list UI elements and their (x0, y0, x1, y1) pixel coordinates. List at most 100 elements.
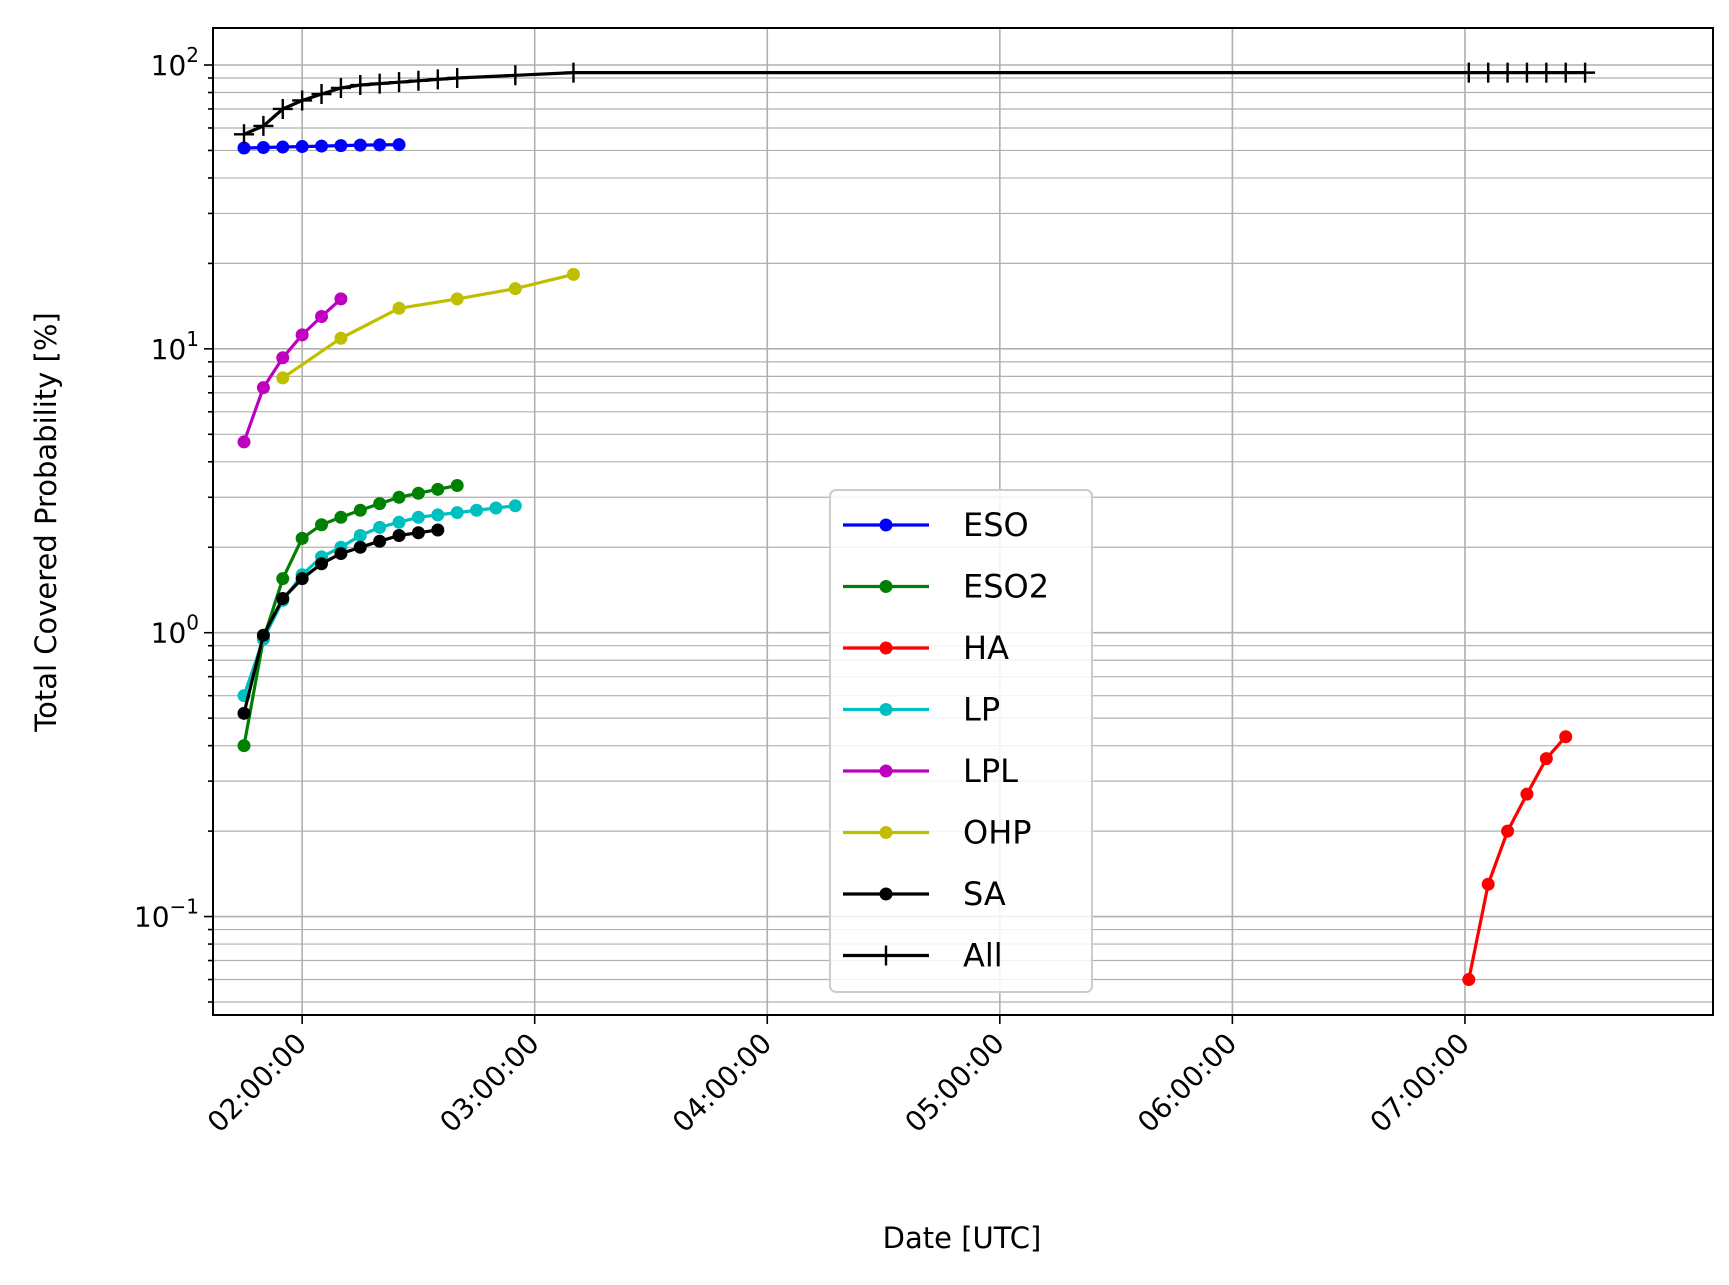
legend-marker (879, 826, 893, 839)
data-point (234, 124, 255, 145)
y-tick-base: 10 (134, 901, 170, 934)
data-point (369, 73, 390, 94)
y-tick-base: 10 (151, 49, 187, 82)
data-point (237, 435, 251, 449)
legend-label: LP (963, 691, 1000, 729)
data-point (392, 515, 406, 529)
data-point (431, 523, 445, 537)
data-point (392, 138, 406, 152)
data-point (295, 531, 309, 545)
data-point (334, 510, 348, 524)
data-point (1536, 62, 1557, 83)
data-point (1481, 877, 1495, 891)
y-tick-label: 102 (151, 43, 199, 82)
legend-entry-ohp: OHP (843, 814, 1032, 852)
legend-label: ESO (963, 506, 1029, 544)
series-layer (234, 62, 1596, 987)
data-point (566, 267, 580, 281)
series-eso2 (237, 479, 464, 753)
y-tick-exponent: 0 (186, 611, 199, 635)
data-point (353, 503, 367, 517)
data-point (237, 141, 251, 155)
legend-entry-eso: ESO (843, 506, 1029, 544)
data-point (1520, 787, 1534, 801)
legend-marker (879, 518, 893, 532)
data-point (447, 67, 468, 88)
data-point (292, 90, 313, 111)
legend-label: SA (963, 875, 1006, 913)
data-point (315, 518, 329, 532)
data-point (353, 529, 367, 543)
data-point (1559, 730, 1573, 744)
data-point (411, 526, 425, 540)
legend-entry-ha: HA (843, 629, 1009, 667)
data-point (256, 141, 270, 155)
data-point (427, 69, 448, 90)
series-eso (237, 138, 406, 155)
y-tick-exponent: 2 (186, 43, 199, 67)
legend-label: ESO2 (963, 568, 1049, 606)
legend-label: HA (963, 629, 1009, 667)
data-point (256, 628, 270, 642)
data-point (373, 534, 387, 548)
data-point (411, 486, 425, 500)
legend-entry-lp: LP (843, 691, 1000, 729)
data-point (450, 506, 464, 520)
legend-marker (879, 764, 893, 778)
data-point (334, 139, 348, 153)
data-point (408, 70, 429, 91)
data-point (256, 381, 270, 395)
data-point (350, 75, 371, 96)
y-tick-label: 100 (151, 611, 199, 650)
data-point (373, 520, 387, 534)
data-point (276, 572, 290, 586)
y-axis-label: Total Covered Probability [%] (29, 312, 63, 732)
data-point (1501, 824, 1515, 838)
x-axis-label: Date [UTC] (883, 1221, 1042, 1255)
series-lpl (237, 292, 348, 449)
legend-entry-all: All (843, 937, 1003, 975)
plot-frame (212, 27, 1714, 1016)
data-point (334, 292, 348, 306)
y-tick-exponent: −1 (170, 895, 199, 919)
data-point (276, 140, 290, 154)
data-point (315, 139, 329, 153)
y-tick-base: 10 (151, 617, 187, 650)
data-point (508, 282, 522, 296)
data-point (431, 508, 445, 522)
legend-label: LPL (963, 752, 1018, 790)
data-point (237, 706, 251, 720)
series-line (281, 272, 574, 380)
data-point (450, 479, 464, 493)
data-point (1497, 62, 1518, 83)
data-point (334, 547, 348, 561)
data-point (311, 84, 332, 105)
data-point (389, 72, 410, 93)
data-point (508, 499, 522, 513)
data-point (563, 62, 584, 83)
data-point (392, 529, 406, 543)
data-point (253, 115, 274, 136)
legend-marker (879, 580, 893, 593)
data-point (450, 292, 464, 306)
data-point (334, 331, 348, 345)
legend-label: OHP (963, 814, 1032, 852)
data-point (373, 138, 387, 152)
data-point (353, 138, 367, 152)
data-point (276, 591, 290, 605)
data-point (1478, 62, 1499, 83)
series-ohp (276, 267, 580, 385)
series-ha (1462, 730, 1573, 987)
data-point (1555, 62, 1576, 83)
data-point (315, 557, 329, 571)
legend-entry-eso2: ESO2 (843, 568, 1049, 606)
series-sa (237, 523, 445, 720)
data-point (272, 98, 293, 119)
data-point (295, 140, 309, 154)
legend-entry-lpl: LPL (843, 752, 1018, 790)
data-point (470, 503, 484, 517)
y-tick-label: 101 (151, 327, 199, 366)
y-tick-label: 10−1 (134, 895, 199, 934)
legend-marker (879, 641, 893, 655)
